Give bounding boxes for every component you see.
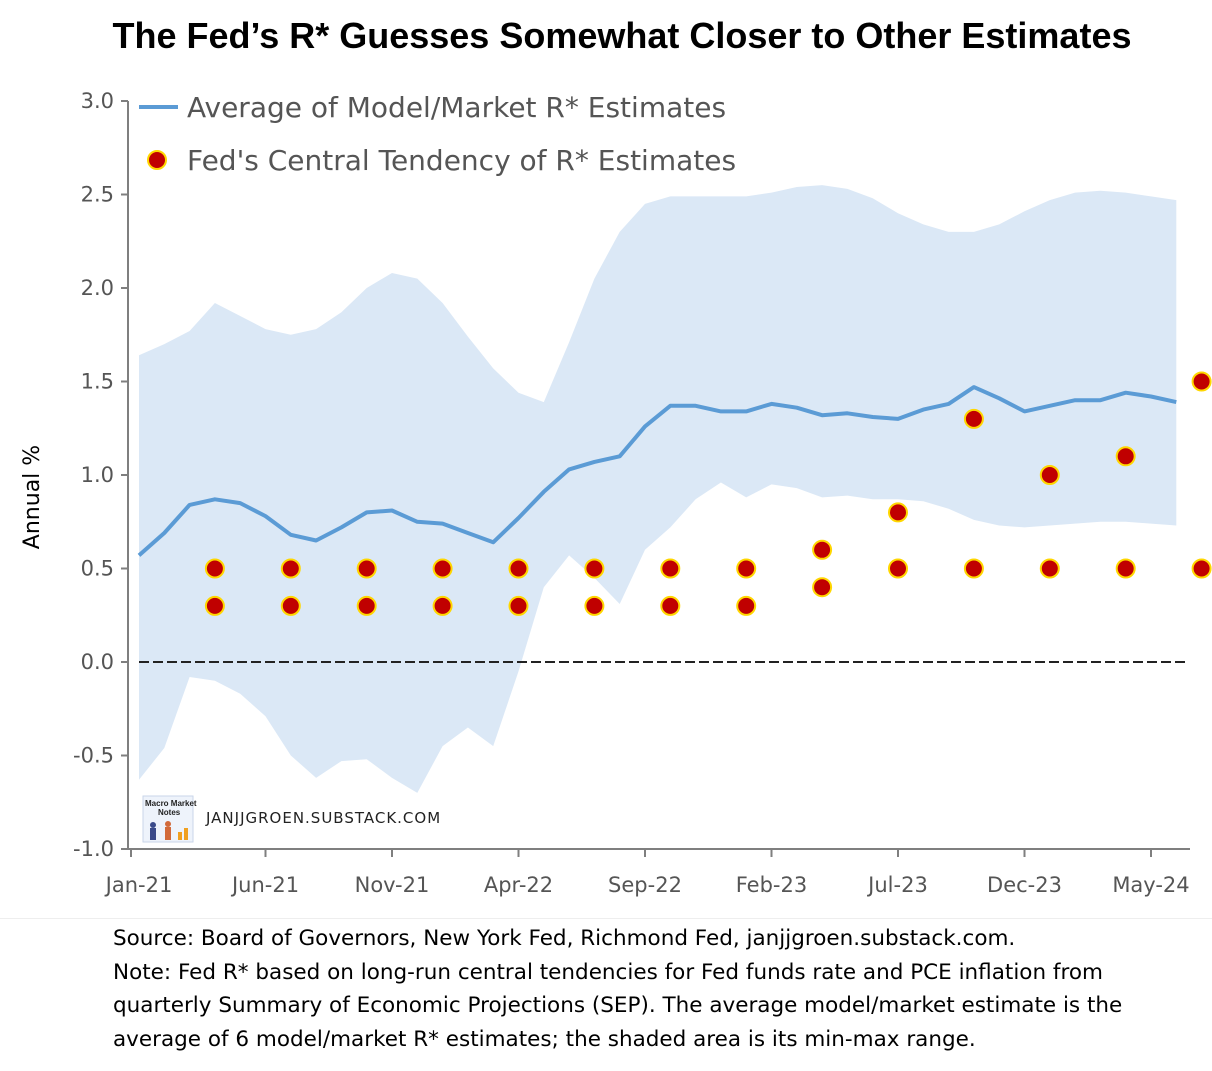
fed-estimate-dots xyxy=(204,371,1212,616)
x-tick-label: Dec-23 xyxy=(987,873,1062,897)
fed-estimate-dot xyxy=(736,558,757,579)
chart-notes: Source: Board of Governors, New York Fed… xyxy=(113,922,1193,1056)
svg-text:Notes: Notes xyxy=(158,808,181,817)
legend-label-average: Average of Model/Market R* Estimates xyxy=(187,91,726,124)
svg-text:Macro Market: Macro Market xyxy=(145,799,197,808)
watermark-text: JANJJGROEN.SUBSTACK.COM xyxy=(205,809,441,827)
x-tick-label: Jun-21 xyxy=(230,873,299,897)
watermark-logo: Macro Market Notes xyxy=(142,795,197,843)
note-line-3: average of 6 model/market R* estimates; … xyxy=(113,1026,976,1052)
fed-estimate-dot xyxy=(432,595,453,616)
y-tick-label: 1.5 xyxy=(81,370,114,394)
legend: Average of Model/Market R* Estimates Fed… xyxy=(139,91,736,177)
average-estimate-line xyxy=(137,385,1177,557)
fed-estimate-dot xyxy=(280,558,301,579)
legend-dot-swatch xyxy=(147,150,167,170)
y-axis-label: Annual % xyxy=(20,445,45,549)
x-tick-label: May-24 xyxy=(1112,873,1189,897)
x-tick-label: Jul-23 xyxy=(866,873,928,897)
fed-estimate-dot xyxy=(356,558,377,579)
fed-estimate-dot xyxy=(1191,371,1212,392)
fed-estimate-dot xyxy=(963,408,984,429)
y-tick-label: 0.0 xyxy=(81,650,114,674)
y-tick-label: -1.0 xyxy=(73,837,114,861)
note-line-1: Note: Fed R* based on long-run central t… xyxy=(113,959,1103,985)
fed-estimate-dot xyxy=(432,558,453,579)
fed-estimate-dot xyxy=(888,558,908,579)
y-tick-label: 1.0 xyxy=(81,463,114,487)
fed-estimate-dot xyxy=(660,558,681,579)
y-tick-label: -0.5 xyxy=(73,744,114,768)
x-tick-label: Nov-21 xyxy=(355,873,430,897)
x-tick-label: Apr-22 xyxy=(484,873,553,897)
legend-label-fed: Fed's Central Tendency of R* Estimates xyxy=(187,144,736,177)
fed-estimate-dot xyxy=(204,558,225,579)
y-ticks: 3.0 2.5 2.0 1.5 1.0 0.5 0.0 -0.5 -1.0 xyxy=(73,89,128,861)
axes: 3.0 2.5 2.0 1.5 1.0 0.5 0.0 -0.5 -1.0 Jan-21 Jun-… xyxy=(73,89,1190,897)
fed-estimate-dot xyxy=(1039,465,1060,485)
plot-area xyxy=(137,185,1212,793)
fed-estimate-dot xyxy=(1191,558,1212,579)
fed-estimate-dot xyxy=(736,595,757,616)
fed-estimate-dot xyxy=(1039,558,1060,579)
x-tick-label: Sep-22 xyxy=(608,873,682,897)
fed-estimate-dot xyxy=(812,539,833,560)
watermark: Macro Market Notes JANJJGROEN.SUBSTACK.C… xyxy=(142,795,441,843)
fed-estimate-dot xyxy=(584,595,605,616)
y-tick-label: 2.0 xyxy=(81,276,114,300)
note-line-2: quarterly Summary of Economic Projection… xyxy=(113,993,1123,1018)
x-tick-label: Feb-23 xyxy=(736,873,807,897)
fed-estimate-dot xyxy=(356,595,377,616)
y-tick-label: 0.5 xyxy=(81,557,114,581)
fed-estimate-dot xyxy=(584,558,605,579)
separator xyxy=(0,918,1212,919)
fed-estimate-dot xyxy=(1115,446,1136,467)
range-band xyxy=(139,185,1177,793)
y-tick-label: 2.5 xyxy=(81,183,114,207)
fed-estimate-dot xyxy=(963,558,984,579)
fed-estimate-dot xyxy=(280,595,301,616)
x-tick-label: Jan-21 xyxy=(104,873,173,897)
chart: The Fed’s R* Guesses Somewhat Closer to … xyxy=(20,15,1212,897)
chart-title: The Fed’s R* Guesses Somewhat Closer to … xyxy=(113,15,1132,56)
fed-estimate-dot xyxy=(660,595,681,616)
fed-estimate-dot xyxy=(508,558,529,579)
fed-estimate-dot xyxy=(1115,558,1136,579)
fed-estimate-dot xyxy=(204,595,225,616)
fed-estimate-dot xyxy=(888,502,908,523)
y-tick-label: 3.0 xyxy=(81,89,114,113)
x-ticks: Jan-21 Jun-21 Nov-21 Apr-22 Sep-22 Feb-23 Jul-… xyxy=(104,849,1190,897)
source-line: Source: Board of Governors, New York Fed… xyxy=(113,926,1016,951)
fed-estimate-dot xyxy=(508,595,529,616)
fed-estimate-dot xyxy=(812,577,833,598)
